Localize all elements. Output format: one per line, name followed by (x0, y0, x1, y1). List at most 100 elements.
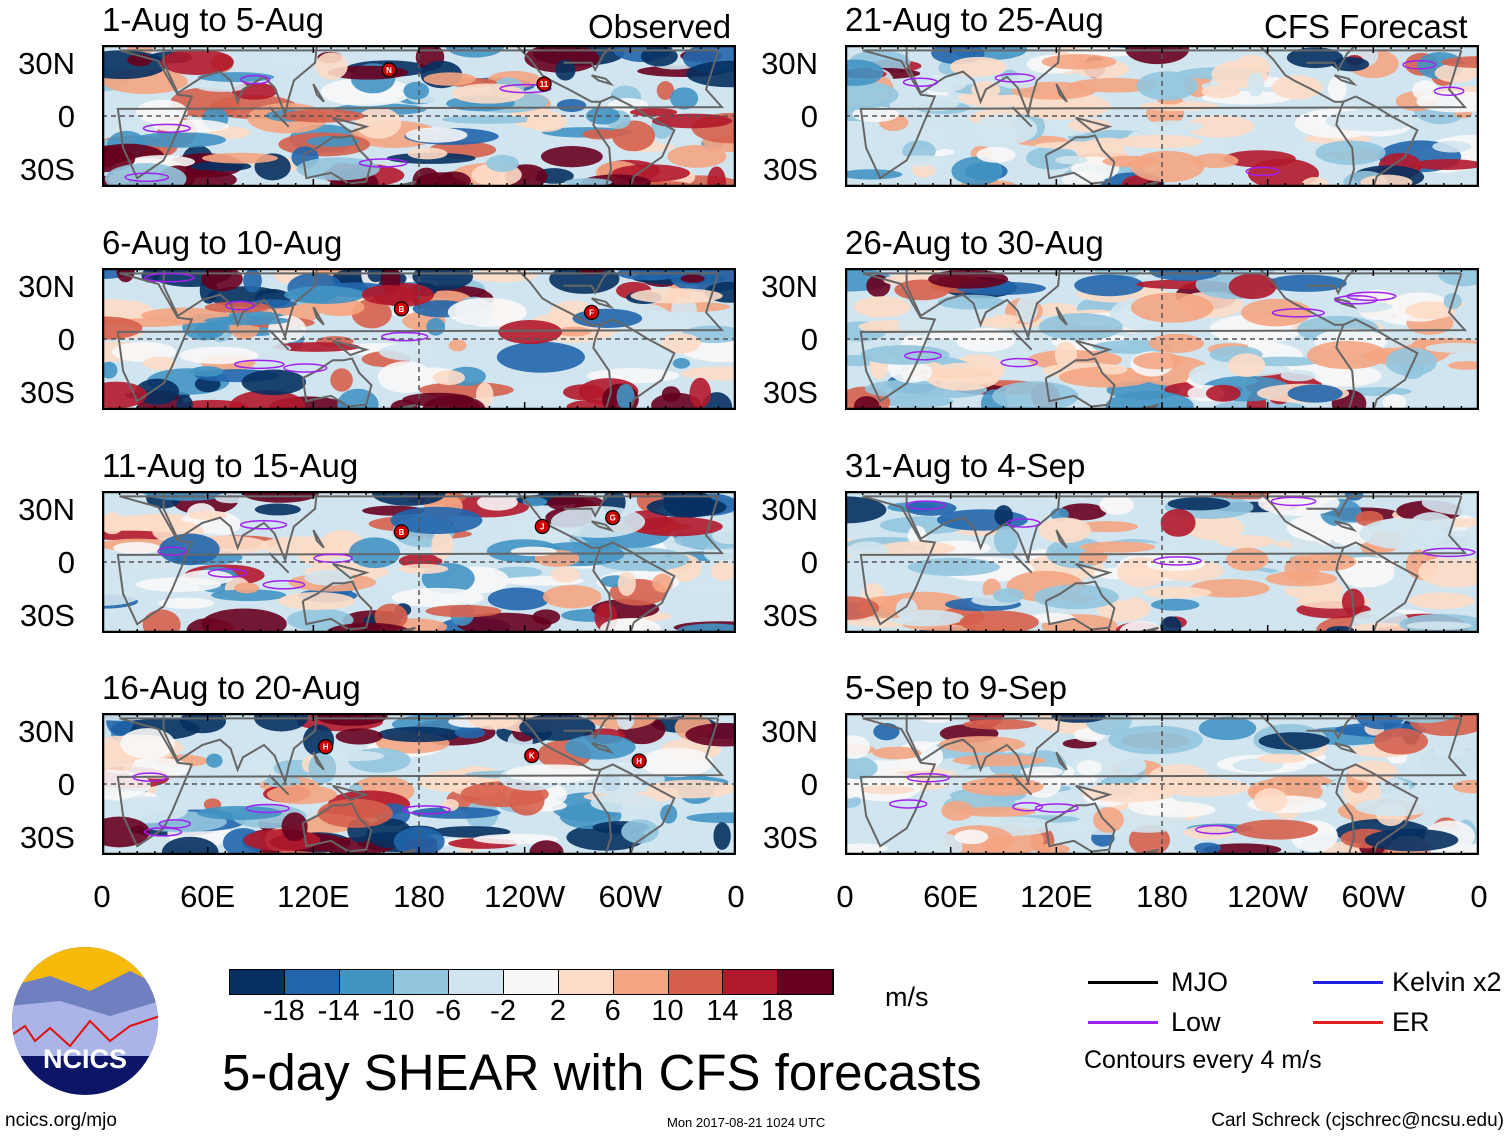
legend-er-line (1313, 1021, 1383, 1024)
shear-cell (211, 589, 287, 602)
shear-cell (845, 59, 884, 86)
shear-cell (976, 146, 1016, 163)
shear-cell (925, 362, 1001, 391)
y-tick-label: 30N (761, 714, 818, 749)
shear-cell (113, 541, 161, 554)
shear-cell (1432, 140, 1472, 153)
coastline (859, 272, 1468, 403)
shear-cell (1105, 390, 1194, 410)
shear-cell (201, 608, 287, 633)
shear-cell (243, 268, 262, 293)
x-tick-label: 120E (277, 879, 350, 914)
coastline (301, 134, 373, 185)
shear-cell (1425, 342, 1479, 354)
shear-cell (1254, 788, 1288, 813)
shear-cell (405, 127, 468, 143)
x-tick-label: 180 (1136, 879, 1188, 914)
shear-cell (680, 366, 736, 381)
coastline (1044, 357, 1116, 408)
shear-cell (529, 840, 564, 855)
coastline (332, 339, 370, 357)
shear-cell (1441, 56, 1479, 68)
shear-cell (442, 115, 535, 124)
shear-cell (379, 343, 443, 361)
shear-cell (496, 341, 585, 373)
coastline (1075, 562, 1113, 580)
shear-cell (142, 609, 181, 633)
y-tick-label: 0 (57, 767, 75, 802)
shear-cell (106, 796, 189, 824)
coastline (1055, 529, 1068, 549)
y-tick-label: 0 (800, 767, 818, 802)
low-contour (224, 300, 256, 311)
storm-marker: H (631, 753, 647, 769)
shear-cell (1035, 843, 1070, 855)
shear-cell (1058, 503, 1107, 521)
coastline (563, 491, 614, 519)
coastline (301, 802, 373, 853)
shear-cell (1081, 783, 1175, 803)
shear-cell (1325, 109, 1416, 132)
coastline (268, 552, 290, 574)
low-contour (245, 803, 290, 814)
storm-label: B (398, 528, 404, 537)
coastline (515, 491, 612, 633)
shear-cell (707, 166, 726, 187)
coastline (1055, 83, 1068, 103)
shear-cell (1385, 347, 1437, 377)
storm-marker: F (583, 304, 600, 320)
shear-cell (962, 719, 1037, 730)
coastline (599, 95, 676, 187)
shear-cell (1448, 361, 1479, 370)
storm-marker: 11 (536, 76, 552, 92)
shear-cell (1312, 364, 1382, 387)
legend-low: Low (1171, 1007, 1221, 1037)
coastline (162, 268, 318, 341)
coastline (1333, 520, 1358, 533)
figure-title: 5-day SHEAR with CFS forecasts (222, 1044, 982, 1101)
shear-cell (158, 597, 214, 609)
colorbar-swatch (339, 970, 395, 994)
panel-title: 6-Aug to 10-Aug (102, 224, 343, 261)
low-contour (905, 500, 946, 510)
y-tick-label: 30N (761, 492, 818, 527)
coastline (1306, 45, 1357, 73)
shear-cell (1041, 54, 1117, 70)
shear-cell (1079, 541, 1156, 553)
shear-cell (206, 753, 223, 768)
x-tick-label: 60W (1341, 879, 1406, 914)
low-contour (1402, 59, 1437, 70)
storm-label: K (529, 752, 535, 761)
shear-cell (845, 756, 878, 780)
shear-cell (667, 144, 727, 168)
shear-cell (102, 381, 148, 409)
shear-cell (390, 506, 483, 535)
observed-label: Observed (588, 8, 732, 45)
shear-cell (1156, 777, 1250, 797)
shear-cell (372, 491, 446, 506)
coastline (1306, 713, 1357, 741)
storm-marker: B (393, 524, 409, 540)
shear-cell (407, 147, 448, 160)
shear-cell (1038, 313, 1123, 341)
shear-cell (505, 764, 601, 783)
shear-cell (1247, 158, 1319, 187)
shear-cell (102, 573, 147, 606)
shear-cell (1373, 728, 1429, 755)
shear-cell (955, 327, 1016, 352)
coastline (332, 562, 370, 580)
shear-cell (1258, 732, 1330, 750)
coastline (312, 83, 325, 103)
coastline (1342, 318, 1419, 410)
shear-cell (710, 561, 736, 581)
low-contour (144, 272, 195, 283)
coastline (1342, 763, 1419, 855)
shear-cell (680, 582, 730, 597)
shear-cell (845, 843, 888, 853)
shear-cell (551, 566, 580, 583)
footer-url[interactable]: ncics.org/mjo (5, 1110, 117, 1131)
shear-cell (197, 805, 283, 820)
shear-cell (660, 333, 701, 354)
colorbar-tick-label: 6 (604, 995, 621, 1027)
shear-cell (1186, 514, 1244, 541)
